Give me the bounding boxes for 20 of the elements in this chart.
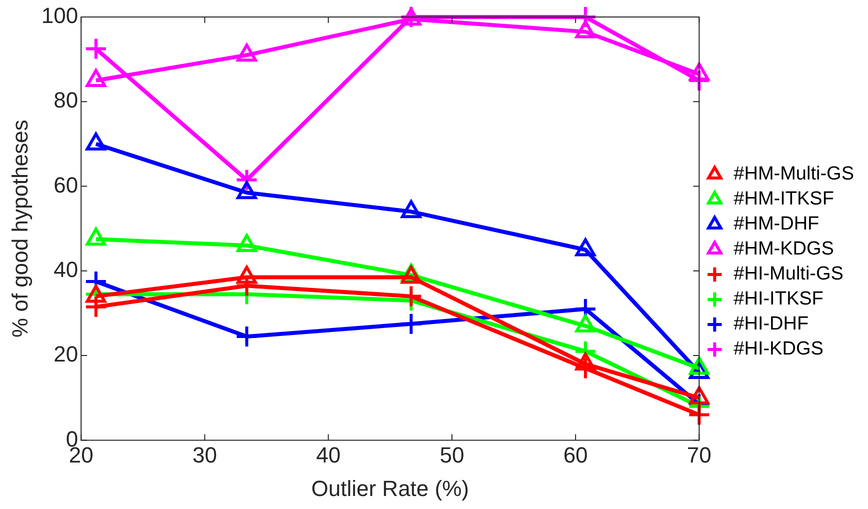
legend-label: #HI-DHF <box>734 314 809 335</box>
y-tick-label: 20 <box>54 342 78 367</box>
y-tick-label: 100 <box>41 3 78 28</box>
legend-label: #HM-DHF <box>734 214 820 235</box>
legend-label: #HI-ITKSF <box>734 288 824 310</box>
x-tick-label: 40 <box>316 442 341 468</box>
x-tick-label: 70 <box>686 442 712 468</box>
y-tick-label: 60 <box>54 172 78 198</box>
legend-label: #HM-KDGS <box>734 238 834 260</box>
x-tick-label: 50 <box>440 442 464 468</box>
legend-label: #HI-KDGS <box>734 338 824 360</box>
y-tick-label: 80 <box>54 88 78 113</box>
x-tick-label: 60 <box>563 442 588 468</box>
legend-label: #HM-Multi-GS <box>734 164 854 185</box>
y-tick-label: 40 <box>54 256 78 282</box>
legend-label: #HM-ITKSF <box>734 188 834 210</box>
x-axis-title: Outlier Rate (%) <box>311 476 469 501</box>
x-tick-label: 30 <box>192 442 217 468</box>
y-axis-title: % of good hypotheses <box>7 120 32 338</box>
legend-label: #HI-Multi-GS <box>734 264 844 285</box>
